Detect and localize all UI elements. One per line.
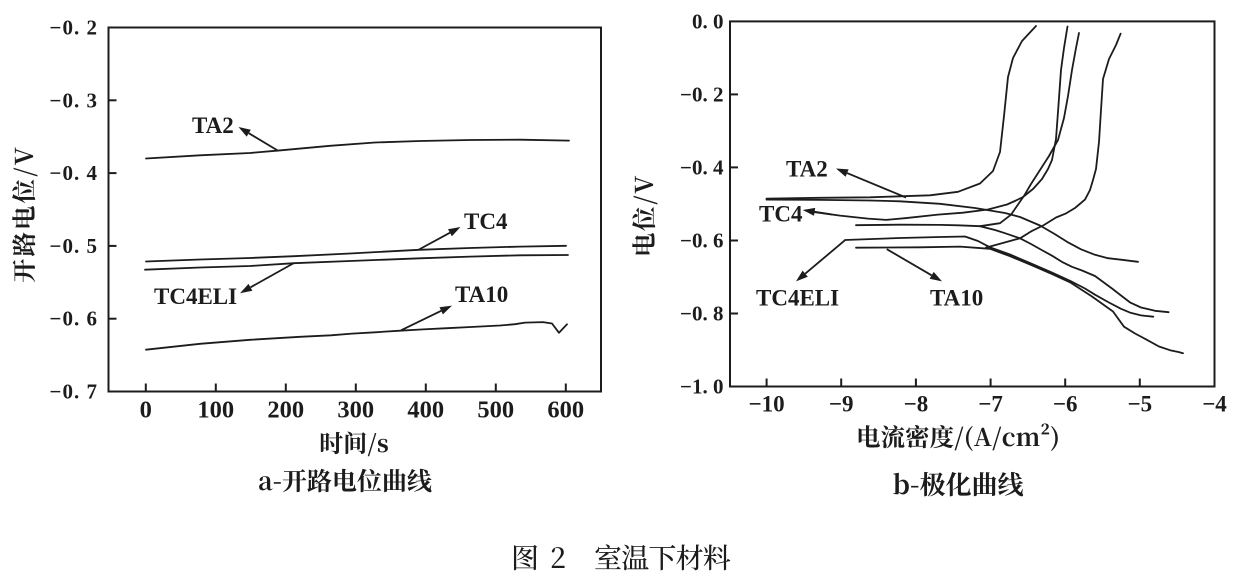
svg-text:TC4: TC4 bbox=[759, 202, 803, 227]
svg-text:−10: −10 bbox=[749, 392, 785, 417]
svg-text:−4: −4 bbox=[1202, 392, 1227, 417]
svg-text:−9: −9 bbox=[829, 392, 854, 417]
svg-text:−0. 4: −0. 4 bbox=[680, 155, 724, 179]
svg-text:0. 0: 0. 0 bbox=[692, 9, 724, 33]
svg-text:TC4: TC4 bbox=[464, 209, 508, 234]
svg-text:−0. 6: −0. 6 bbox=[50, 307, 98, 331]
svg-text:−0. 5: −0. 5 bbox=[50, 234, 98, 258]
svg-text:600: 600 bbox=[547, 396, 584, 423]
svg-text:TC4ELI: TC4ELI bbox=[756, 286, 839, 311]
svg-text:300: 300 bbox=[337, 396, 374, 423]
svg-text:TA2: TA2 bbox=[192, 113, 234, 138]
svg-text:−0. 2: −0. 2 bbox=[680, 82, 723, 106]
svg-text:TC4ELI: TC4ELI bbox=[154, 284, 237, 309]
svg-text:TA10: TA10 bbox=[455, 282, 508, 307]
svg-text:−0. 7: −0. 7 bbox=[50, 380, 98, 404]
svg-text:−0. 4: −0. 4 bbox=[50, 161, 98, 185]
svg-text:TA10: TA10 bbox=[930, 286, 983, 311]
svg-text:−7: −7 bbox=[978, 392, 1003, 417]
svg-text:TA2: TA2 bbox=[786, 157, 828, 182]
svg-text:400: 400 bbox=[407, 396, 444, 423]
svg-text:500: 500 bbox=[477, 396, 514, 423]
svg-text:−5: −5 bbox=[1127, 392, 1152, 417]
svg-text:−6: −6 bbox=[1053, 392, 1078, 417]
svg-text:−8: −8 bbox=[904, 392, 929, 417]
svg-text:−0. 2: −0. 2 bbox=[50, 16, 98, 40]
svg-text:−1. 0: −1. 0 bbox=[680, 375, 723, 399]
svg-text:0: 0 bbox=[140, 396, 152, 423]
svg-text:−0. 6: −0. 6 bbox=[680, 229, 723, 253]
svg-text:100: 100 bbox=[197, 396, 234, 423]
svg-text:200: 200 bbox=[267, 396, 304, 423]
svg-text:−0. 8: −0. 8 bbox=[680, 302, 723, 326]
svg-text:−0. 3: −0. 3 bbox=[50, 88, 98, 112]
